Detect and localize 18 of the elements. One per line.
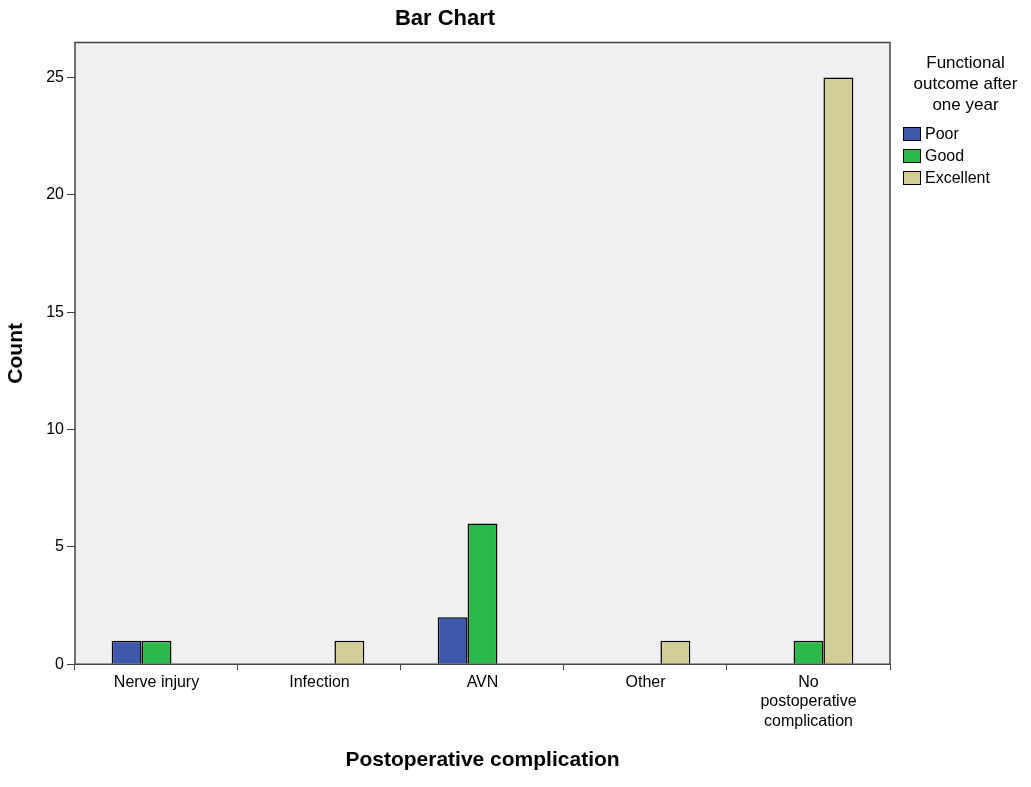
x-tick-label: No postoperative complication bbox=[760, 673, 857, 729]
y-tick-label: 0 bbox=[55, 654, 65, 672]
y-tick-label: 15 bbox=[46, 302, 65, 320]
x-tick-label: AVN bbox=[466, 673, 499, 691]
legend-label: Excellent bbox=[925, 169, 990, 187]
x-axis-title: Postoperative complication bbox=[345, 747, 620, 771]
legend-label: Good bbox=[925, 147, 965, 165]
y-tick-label: 20 bbox=[46, 185, 65, 203]
x-tick-label: Infection bbox=[289, 673, 350, 691]
y-tick-label: 5 bbox=[55, 537, 65, 555]
y-tick-label: 25 bbox=[46, 68, 65, 85]
x-tick-label: Nerve injury bbox=[113, 673, 200, 691]
x-tick-label: Other bbox=[625, 673, 667, 691]
legend-label: Poor bbox=[925, 125, 959, 143]
y-tick-label: 10 bbox=[46, 419, 65, 437]
legend-title: Functional outcome after one year bbox=[912, 52, 1019, 115]
chart-title: Bar Chart bbox=[394, 5, 496, 31]
y-axis-title: Count bbox=[3, 322, 27, 384]
